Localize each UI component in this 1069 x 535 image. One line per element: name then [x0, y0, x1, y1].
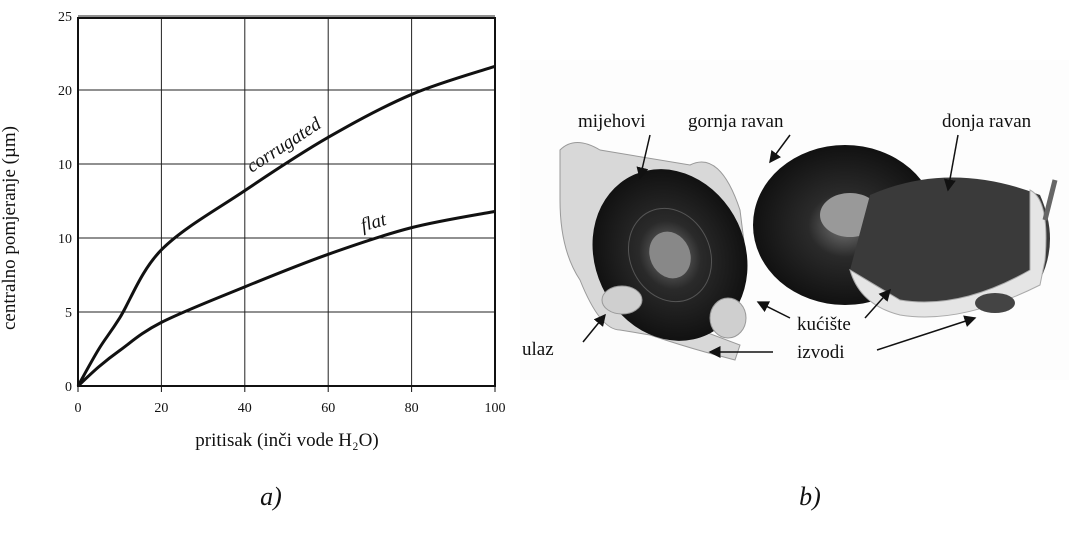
y-tick-label: 5 — [65, 306, 72, 321]
photo-label: donja ravan — [942, 111, 1032, 132]
series-label: flat — [358, 209, 389, 236]
x-tick-label: 40 — [238, 401, 252, 416]
photo-label: gornja ravan — [688, 111, 784, 132]
y-tick-label: 20 — [58, 84, 72, 99]
photo — [520, 60, 1069, 380]
photo-label: ulaz — [522, 339, 554, 360]
x-tick-label: 100 — [485, 401, 506, 416]
line-series — [78, 66, 495, 386]
figure: 0510102025020406080100corrugatedflat cen… — [0, 0, 1069, 530]
y-tick-label: 25 — [58, 10, 72, 25]
y-tick-label: 0 — [65, 380, 72, 395]
y-tick-label: 10 — [58, 158, 72, 173]
y-axis-label: centralno pomjeranje (µm) — [0, 126, 20, 330]
caption: b) — [799, 482, 821, 511]
photo-label: mijehovi — [578, 111, 646, 132]
x-axis-label: pritisak (inči vode H₂O) — [195, 430, 378, 451]
photo-label: izvodi — [797, 342, 845, 363]
caption: a) — [260, 482, 282, 511]
x-tick-label: 80 — [405, 401, 419, 416]
y-tick-label: 10 — [58, 232, 72, 247]
photo-label: kućište — [797, 314, 851, 335]
x-tick-label: 20 — [154, 401, 168, 416]
x-tick-label: 0 — [75, 401, 82, 416]
x-tick-label: 60 — [321, 401, 335, 416]
plot-frame — [78, 18, 495, 386]
